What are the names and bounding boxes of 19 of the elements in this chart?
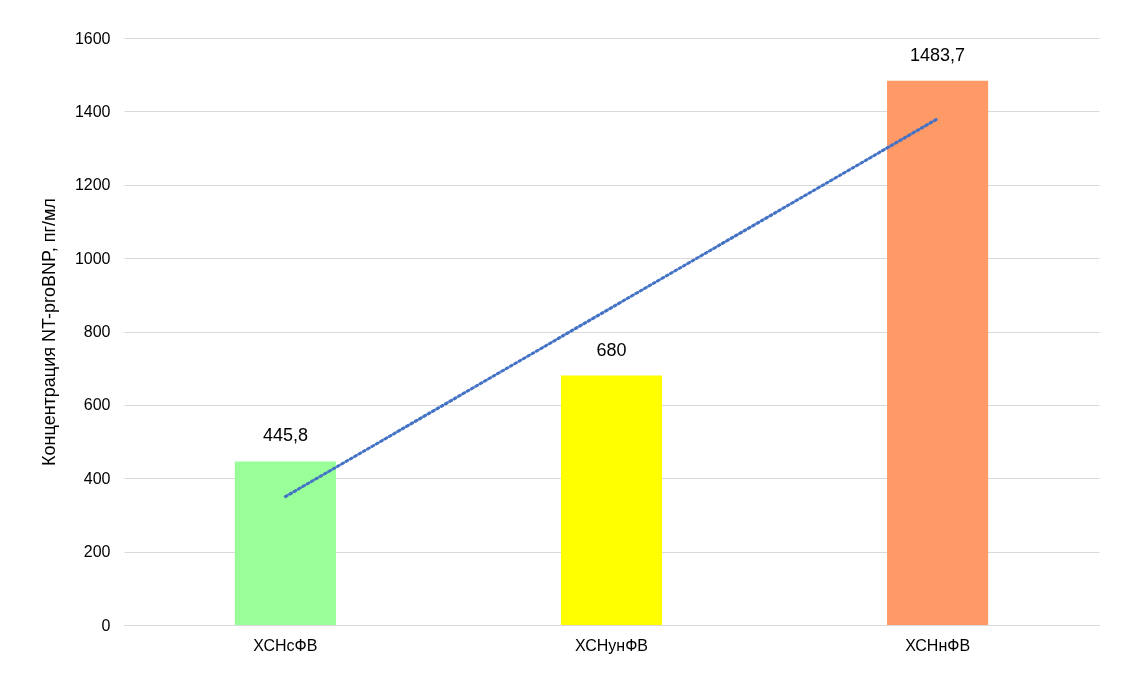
y-tick-label: 1000	[74, 249, 111, 267]
x-tick-label: ХСНсФВ	[253, 636, 318, 654]
y-tick-label: 1600	[74, 29, 111, 47]
y-tick-label: 1400	[74, 102, 111, 120]
y-axis-title: Концентрация NT-proBNP, пг/мл	[38, 198, 59, 466]
data-label: 445,8	[262, 425, 308, 446]
y-tick-label: 1200	[74, 176, 111, 194]
x-tick-label: ХСНнФВ	[905, 636, 971, 654]
bar	[887, 80, 989, 625]
bar	[234, 461, 336, 625]
y-tick-label: 200	[83, 543, 111, 561]
x-tick-label: ХСНунФВ	[575, 636, 648, 654]
y-tick-label: 0	[101, 616, 111, 634]
data-label: 1483,7	[910, 44, 966, 65]
data-label: 680	[596, 339, 627, 360]
y-tick-label: 400	[83, 469, 111, 487]
y-tick-label: 600	[83, 396, 111, 414]
bar	[560, 375, 663, 625]
y-tick-label: 800	[83, 323, 111, 340]
